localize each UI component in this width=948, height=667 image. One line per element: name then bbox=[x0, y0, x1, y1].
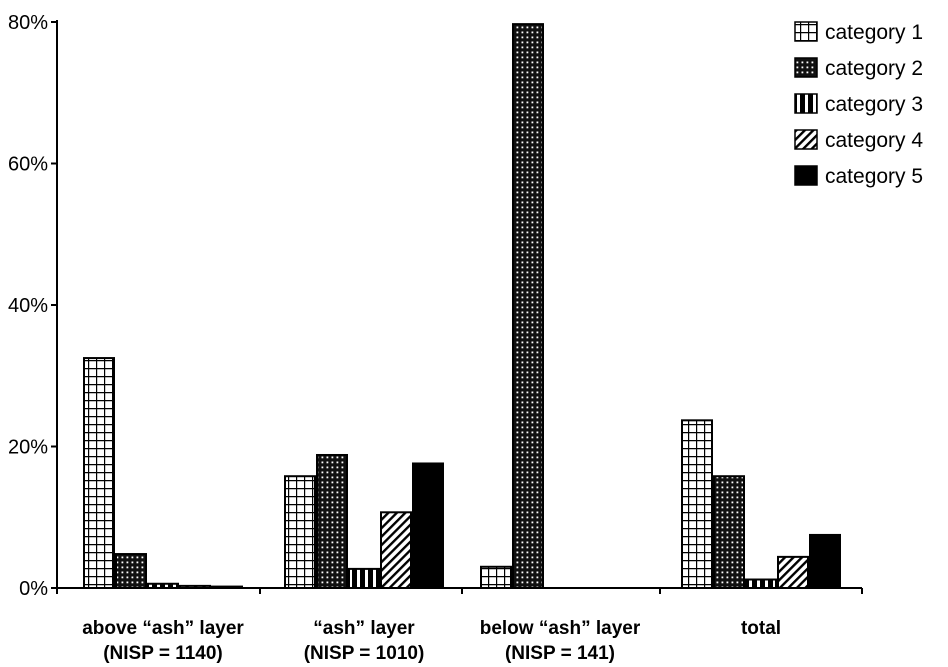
x-category-sublabel: (NISP = 141) bbox=[505, 643, 615, 664]
bar-category-5-group-1 bbox=[211, 585, 243, 590]
x-category-label: below “ash” layer bbox=[480, 618, 641, 639]
bar-category-2-group-2 bbox=[316, 453, 348, 589]
y-tick-label: 60% bbox=[8, 154, 48, 176]
axis-labels: 0% 20% 40% 60% 80% above “ash” layer (NISP = 1… bbox=[8, 12, 781, 664]
y-tick-label: 0% bbox=[19, 578, 48, 600]
legend-swatch bbox=[794, 165, 818, 186]
legend-label: category 2 bbox=[825, 57, 923, 80]
bar-category-4-group-1 bbox=[179, 584, 211, 590]
legend-swatch bbox=[794, 129, 818, 150]
bar-category-5-group-4 bbox=[809, 533, 841, 589]
x-category-sublabel: (NISP = 1010) bbox=[304, 643, 425, 664]
x-category-label: “ash” layer bbox=[313, 618, 415, 639]
bar-category-2-group-3 bbox=[512, 23, 544, 590]
bar-category-1-group-4 bbox=[681, 419, 713, 590]
x-category-label: above “ash” layer bbox=[82, 618, 244, 639]
legend-label: category 3 bbox=[825, 93, 923, 116]
legend-label: category 4 bbox=[825, 129, 923, 152]
bar-category-3-group-2 bbox=[348, 567, 380, 590]
x-category-label: total bbox=[741, 618, 781, 639]
legend-swatch bbox=[794, 57, 818, 78]
bar-category-3-group-1 bbox=[147, 582, 179, 590]
legend-label: category 5 bbox=[825, 165, 923, 188]
bar-category-2-group-4 bbox=[713, 475, 745, 589]
bar-category-4-group-2 bbox=[380, 511, 412, 589]
bar-category-1-group-2 bbox=[284, 475, 316, 589]
bar-category-1-group-1 bbox=[83, 357, 115, 589]
y-tick-label: 20% bbox=[8, 437, 48, 459]
bar-category-4-group-4 bbox=[777, 555, 809, 589]
y-tick-label: 40% bbox=[8, 295, 48, 317]
bar-category-2-group-1 bbox=[115, 553, 147, 589]
legend-swatch bbox=[794, 93, 818, 114]
bars bbox=[83, 23, 841, 590]
legend-swatch bbox=[794, 21, 818, 42]
bar-category-1-group-3 bbox=[480, 565, 512, 590]
y-tick-label: 80% bbox=[8, 12, 48, 34]
x-category-sublabel: (NISP = 1140) bbox=[103, 643, 223, 664]
bar-category-5-group-2 bbox=[412, 462, 444, 590]
legend-label: category 1 bbox=[825, 21, 923, 44]
bar-category-3-group-4 bbox=[745, 578, 777, 590]
legend: category 1 category 2 category 3 category 4… bbox=[794, 21, 923, 188]
